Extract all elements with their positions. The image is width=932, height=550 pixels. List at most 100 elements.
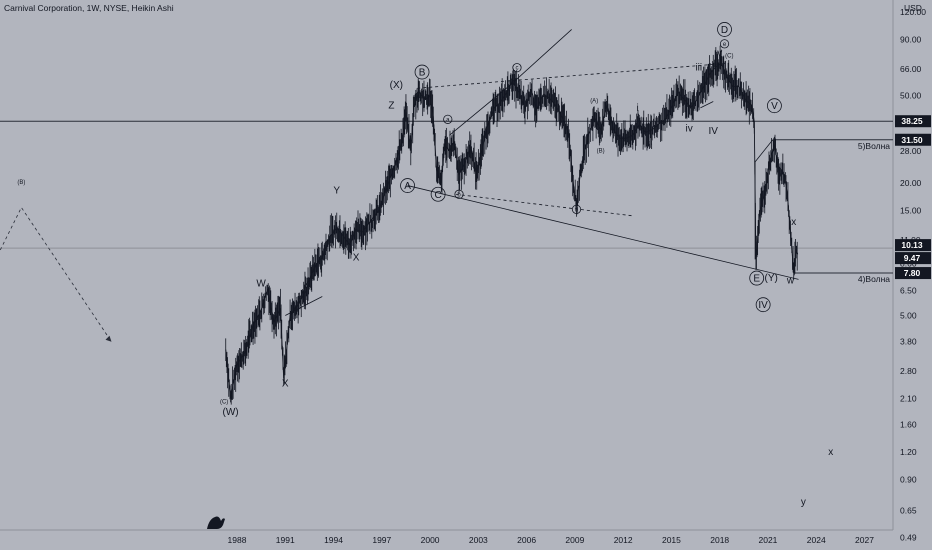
y-tick-label: 3.80	[900, 337, 917, 347]
wave-label-circle	[571, 204, 582, 214]
wave-label: (A)	[590, 99, 598, 105]
wave-label: E	[753, 274, 760, 285]
price-badge	[895, 267, 931, 280]
x-tick-label: 2006	[517, 535, 536, 545]
wave-label: (B)	[17, 180, 25, 186]
wave-label-circle	[755, 297, 771, 313]
y-tick-label: 2.80	[900, 366, 917, 376]
y-tick-label: 28.00	[900, 146, 922, 156]
wave-label: iv	[686, 123, 693, 134]
y-tick-label: 15.00	[900, 206, 922, 216]
wave-label: a	[446, 117, 450, 123]
wave-label: y	[801, 497, 806, 508]
price-badge-label: 38.25	[901, 116, 923, 126]
wave-label: iii	[695, 63, 702, 74]
wave-label: V	[771, 101, 778, 112]
y-tick-label: 1.20	[900, 447, 917, 457]
y-tick-label: 0.65	[900, 505, 917, 515]
projected-path	[0, 206, 112, 342]
x-tick-label: 1997	[372, 535, 391, 545]
wave-label: A	[404, 181, 411, 192]
wave-label-circle	[400, 178, 415, 193]
x-tick-label: 1991	[276, 535, 295, 545]
wave-label: (B)	[597, 148, 605, 154]
trendline	[417, 63, 725, 89]
level-label: 5)Волна	[858, 141, 890, 151]
chart-title: Carnival Corporation, 1W, NYSE, Heikin A…	[4, 3, 174, 13]
wave-label-circle	[767, 98, 782, 114]
wave-label-circle	[414, 64, 430, 80]
wave-label: (C)	[725, 53, 733, 59]
wave-label: B	[419, 68, 426, 79]
x-tick-label: 2015	[662, 535, 681, 545]
wave-label: IV	[709, 126, 719, 137]
y-tick-label: 0.49	[900, 532, 917, 542]
wave-label-circle	[719, 39, 730, 49]
trendline	[700, 101, 714, 109]
x-tick-label: 1988	[228, 535, 247, 545]
wave-label: ii	[648, 141, 652, 152]
x-tick-label: 2003	[469, 535, 488, 545]
trendline	[510, 29, 572, 86]
x-tick-label: 2009	[565, 535, 584, 545]
wave-label-circle	[512, 63, 522, 73]
price-badge	[895, 239, 931, 252]
wave-label-circle	[430, 186, 446, 202]
y-tick-label: 0.90	[900, 474, 917, 484]
y-tick-label: 5.00	[900, 311, 917, 321]
wave-label: x	[791, 217, 796, 228]
y-tick-label: 90.00	[900, 34, 922, 44]
wave-label: (Y)	[765, 273, 778, 284]
x-tick-label: 2000	[421, 535, 440, 545]
y-tick-label: 2.10	[900, 393, 917, 403]
wave-label: x	[828, 447, 833, 458]
arrow-head	[105, 335, 112, 342]
currency-label: USD	[904, 3, 922, 13]
wave-label: e	[723, 42, 727, 48]
y-tick-label: 6.50	[900, 285, 917, 295]
x-tick-label: 2027	[855, 535, 874, 545]
x-tick-label: 2012	[614, 535, 633, 545]
wave-label: IV	[758, 300, 768, 311]
x-tick-label: 1994	[324, 535, 343, 545]
wave-label: (X)	[390, 80, 403, 91]
wave-label: w	[786, 276, 795, 287]
wave-label: i	[637, 103, 639, 114]
wave-label: v	[717, 48, 722, 59]
trendline	[407, 185, 799, 280]
wave-label: C	[435, 190, 442, 201]
wave-label: (W)	[223, 407, 239, 418]
wave-label-circle	[717, 22, 732, 37]
wave-label: Z	[388, 101, 394, 112]
y-tick-label: 1.60	[900, 419, 917, 429]
y-tick-label: 120.00	[900, 7, 926, 17]
wave-label: D	[721, 25, 728, 36]
x-tick-label: 2024	[807, 535, 826, 545]
wave-label: Y	[333, 186, 340, 197]
wave-label: d	[575, 207, 578, 213]
price-badge	[895, 252, 931, 265]
y-tick-label: 66.00	[900, 64, 922, 74]
wave-label: X	[353, 252, 360, 263]
price-badge-label: 9.47	[904, 253, 921, 263]
price-badge-label: 31.50	[901, 135, 923, 145]
wave-label: W	[256, 278, 266, 289]
price-line	[225, 62, 799, 399]
trendline	[754, 139, 774, 163]
logo-icon	[207, 516, 225, 529]
wave-label-circle	[443, 114, 453, 124]
wave-label: (C)	[220, 400, 228, 406]
x-tick-label: 2018	[710, 535, 729, 545]
trendline	[455, 193, 633, 217]
price-badge	[895, 133, 931, 146]
price-badge-label: 10.13	[901, 240, 923, 250]
wave-label: b	[457, 192, 461, 198]
price-badge	[895, 115, 931, 128]
level-label: 4)Волна	[858, 274, 890, 284]
wave-label-circle	[454, 189, 464, 199]
wave-label: c	[515, 66, 518, 72]
y-tick-label: 20.00	[900, 178, 922, 188]
x-tick-label: 2021	[759, 535, 778, 545]
wave-label-circle	[749, 270, 765, 286]
